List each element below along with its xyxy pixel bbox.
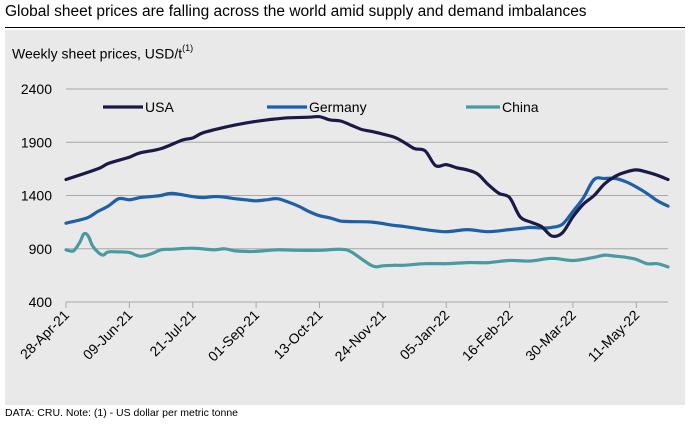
x-tick-label: 16-Feb-22 <box>459 307 516 364</box>
chart-subtitle: Weekly sheet prices, USD/t(1) <box>12 43 194 62</box>
legend: USA Germany China <box>103 99 539 115</box>
source-note: DATA: CRU. Note: (1) - US dollar per met… <box>5 407 239 419</box>
x-tick-label: 09-Jun-21 <box>80 307 136 363</box>
x-tick-label: 21-Jul-21 <box>146 307 199 360</box>
title-underline <box>5 27 685 28</box>
chart-title: Global sheet prices are falling across t… <box>5 3 587 20</box>
subtitle-note-marker: (1) <box>182 43 194 53</box>
legend-label-germany: Germany <box>309 99 367 115</box>
x-tick-label: 13-Oct-21 <box>270 307 325 362</box>
y-axis: 400 900 1400 1900 2400 <box>21 81 52 310</box>
x-axis: 28-Apr-21 09-Jun-21 21-Jul-21 01-Sep-21 13-O… <box>17 302 643 365</box>
y-tick-label: 400 <box>29 294 53 310</box>
x-tick-label: 01-Sep-21 <box>205 307 263 365</box>
series-line-china <box>64 231 670 269</box>
legend-label-china: China <box>502 99 539 115</box>
x-tick-label: 11-May-22 <box>585 307 643 365</box>
y-tick-label: 2400 <box>21 81 52 97</box>
series-line-germany <box>64 176 670 234</box>
y-tick-label: 1400 <box>21 188 52 204</box>
y-tick-label: 1900 <box>21 134 52 150</box>
series-line-usa <box>64 114 670 238</box>
subtitle-text: Weekly sheet prices, USD/t <box>12 45 183 62</box>
x-tick-label: 24-Nov-21 <box>331 307 389 365</box>
x-tick-label: 30-Mar-22 <box>522 307 579 364</box>
series-layer <box>64 114 670 269</box>
x-tick-label: 28-Apr-21 <box>17 307 72 362</box>
x-tick-label: 05-Jan-22 <box>396 307 452 363</box>
y-tick-label: 900 <box>29 241 53 257</box>
legend-label-usa: USA <box>145 99 174 115</box>
